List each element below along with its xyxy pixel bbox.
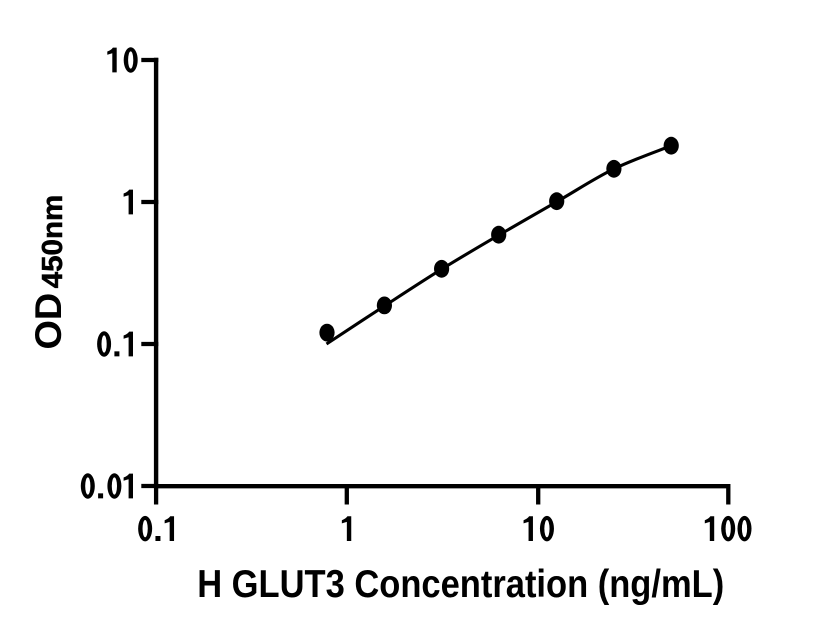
svg-text:H GLUT3 Concentration (ng/mL): H GLUT3 Concentration (ng/mL) [197, 563, 724, 606]
svg-text:OD: OD [28, 293, 69, 350]
svg-text:450nm: 450nm [37, 195, 69, 289]
